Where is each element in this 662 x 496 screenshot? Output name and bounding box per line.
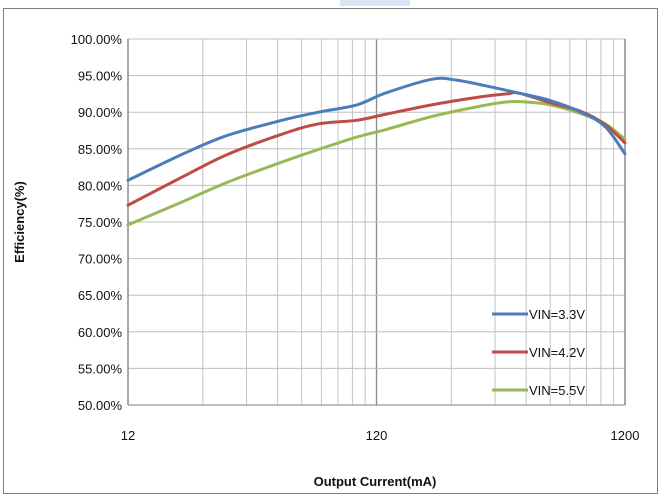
x-tick-label: 12 [121, 428, 135, 443]
y-tick-label: 75.00% [78, 215, 123, 230]
y-tick-label: 70.00% [78, 252, 123, 267]
x-axis-title: Output Current(mA) [314, 474, 437, 489]
y-tick-label: 65.00% [78, 288, 123, 303]
title-remnant-bar [340, 0, 410, 6]
y-tick-label: 100.00% [71, 32, 123, 47]
x-tick-label: 120 [366, 428, 388, 443]
legend-label-1: VIN=3.3V [529, 307, 585, 322]
y-tick-label: 80.00% [78, 178, 123, 193]
grid-layer [127, 38, 626, 406]
x-axis-tick-labels: 12 120 1200 [121, 428, 640, 443]
series-layer [126, 76, 627, 227]
x-tick-label: 1200 [611, 428, 640, 443]
y-tick-label: 85.00% [78, 142, 123, 157]
y-tick-label: 90.00% [78, 105, 123, 120]
y-tick-label: 60.00% [78, 325, 123, 340]
y-tick-label: 55.00% [78, 361, 123, 376]
series-line-3 [126, 99, 627, 227]
y-tick-label: 95.00% [78, 69, 123, 84]
legend: VIN=3.3V VIN=4.2V VIN=5.5V [492, 307, 585, 398]
y-axis-tick-labels: 100.00% 95.00% 90.00% 85.00% 80.00% 75.00% 70.… [71, 32, 123, 413]
chart-frame [3, 8, 658, 494]
series-line-1 [126, 76, 627, 182]
y-tick-label: 50.00% [78, 398, 123, 413]
legend-label-2: VIN=4.2V [529, 345, 585, 360]
y-axis-title: Efficiency(%) [12, 181, 27, 263]
legend-label-3: VIN=5.5V [529, 383, 585, 398]
